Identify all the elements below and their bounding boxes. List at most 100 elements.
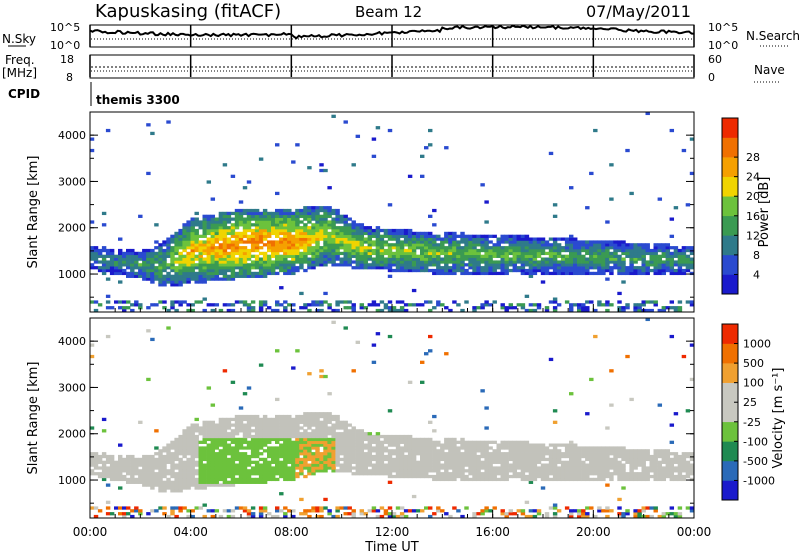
velocity-cell — [351, 449, 356, 453]
power-cell — [629, 260, 634, 264]
velocity-cell — [271, 434, 276, 439]
velocity-cell — [178, 480, 183, 484]
velocity-cell — [480, 463, 485, 467]
velocity-cell — [593, 454, 598, 459]
velocity-cell — [283, 452, 288, 456]
power-cell — [436, 234, 441, 238]
velocity-cell — [379, 443, 385, 447]
velocity-cell — [271, 457, 276, 462]
velocity-cell — [540, 477, 546, 482]
power-cell — [428, 214, 433, 218]
power-cell — [452, 248, 457, 253]
velocity-cell — [504, 477, 509, 482]
velocity-cell — [548, 472, 554, 476]
velocity-cell — [186, 480, 191, 484]
velocity-cell — [585, 446, 590, 450]
power-cell — [500, 240, 505, 244]
power-cell — [299, 263, 304, 267]
velocity-cell — [375, 437, 381, 442]
power-cell — [254, 220, 260, 224]
velocity-cell — [689, 469, 695, 473]
velocity-cell — [536, 509, 542, 513]
velocity-cell — [275, 446, 280, 450]
velocity-cell — [347, 506, 352, 510]
power-cell — [343, 220, 348, 224]
velocity-cell — [339, 437, 344, 442]
power-cell — [605, 220, 610, 224]
power-cell — [589, 260, 594, 264]
velocity-cell — [109, 460, 115, 464]
power-cell — [178, 243, 183, 247]
power-cell — [198, 226, 203, 230]
velocity-cell — [222, 452, 228, 456]
power-cell — [154, 271, 159, 276]
power-cell — [432, 234, 437, 238]
power-cell — [681, 148, 687, 153]
velocity-cell — [399, 463, 405, 467]
power-cell — [210, 260, 216, 264]
velocity-cell — [186, 443, 191, 447]
velocity-cell — [552, 477, 558, 482]
power-cell — [532, 257, 538, 261]
power-cell — [520, 263, 526, 267]
velocity-cell — [460, 443, 465, 447]
velocity-cell — [564, 506, 570, 510]
velocity-cell — [524, 466, 530, 470]
velocity-cell — [577, 514, 582, 519]
velocity-cell — [226, 463, 232, 467]
power-cell — [617, 306, 622, 310]
power-cell — [335, 243, 340, 247]
velocity-cell — [573, 446, 578, 450]
power-cell — [206, 246, 212, 250]
power-cell — [395, 251, 401, 256]
velocity-cell — [609, 369, 614, 373]
power-cell — [355, 251, 361, 256]
power-cell — [206, 254, 212, 258]
velocity-cell — [222, 457, 228, 462]
velocity-cell — [323, 412, 328, 416]
power-cell — [500, 271, 505, 276]
power-cell — [432, 240, 437, 244]
power-cell — [669, 306, 675, 310]
power-cell — [452, 234, 457, 238]
power-cell — [194, 217, 199, 221]
velocity-cell — [359, 443, 365, 447]
power-cell — [307, 240, 312, 244]
velocity-cell — [234, 457, 240, 462]
velocity-cell — [214, 443, 220, 447]
velocity-cell — [146, 329, 151, 333]
velocity-cell — [468, 457, 473, 462]
power-cell — [512, 243, 518, 247]
freq-tick-top: 18 — [60, 53, 74, 66]
velocity-cell — [198, 460, 203, 464]
velocity-cell — [508, 474, 514, 479]
power-cell — [315, 231, 320, 236]
velocity-cell — [685, 506, 691, 510]
power-cell — [154, 266, 159, 270]
velocity-cell — [166, 472, 171, 476]
power-cell — [395, 237, 401, 241]
velocity-cell — [403, 446, 409, 450]
power-cell — [420, 154, 425, 158]
velocity-cell — [424, 454, 429, 459]
power-cell — [258, 263, 264, 267]
velocity-cell — [210, 474, 216, 479]
power-cell — [689, 303, 695, 307]
freq-tick-bottom: 8 — [66, 71, 73, 84]
velocity-cell — [359, 429, 365, 433]
power-cell — [93, 266, 99, 270]
power-cell — [158, 246, 163, 250]
velocity-cell — [303, 440, 308, 444]
velocity-cell — [307, 472, 312, 476]
velocity-cell — [661, 514, 667, 519]
velocity-cell — [202, 426, 207, 430]
velocity-cell — [174, 446, 179, 450]
velocity-cell — [174, 486, 179, 490]
velocity-cell — [645, 474, 650, 479]
velocity-cell — [560, 454, 566, 459]
power-cell — [601, 243, 606, 247]
velocity-cell — [182, 454, 187, 459]
power-cell — [142, 263, 147, 267]
power-cell — [194, 274, 199, 278]
power-cell — [399, 263, 405, 267]
